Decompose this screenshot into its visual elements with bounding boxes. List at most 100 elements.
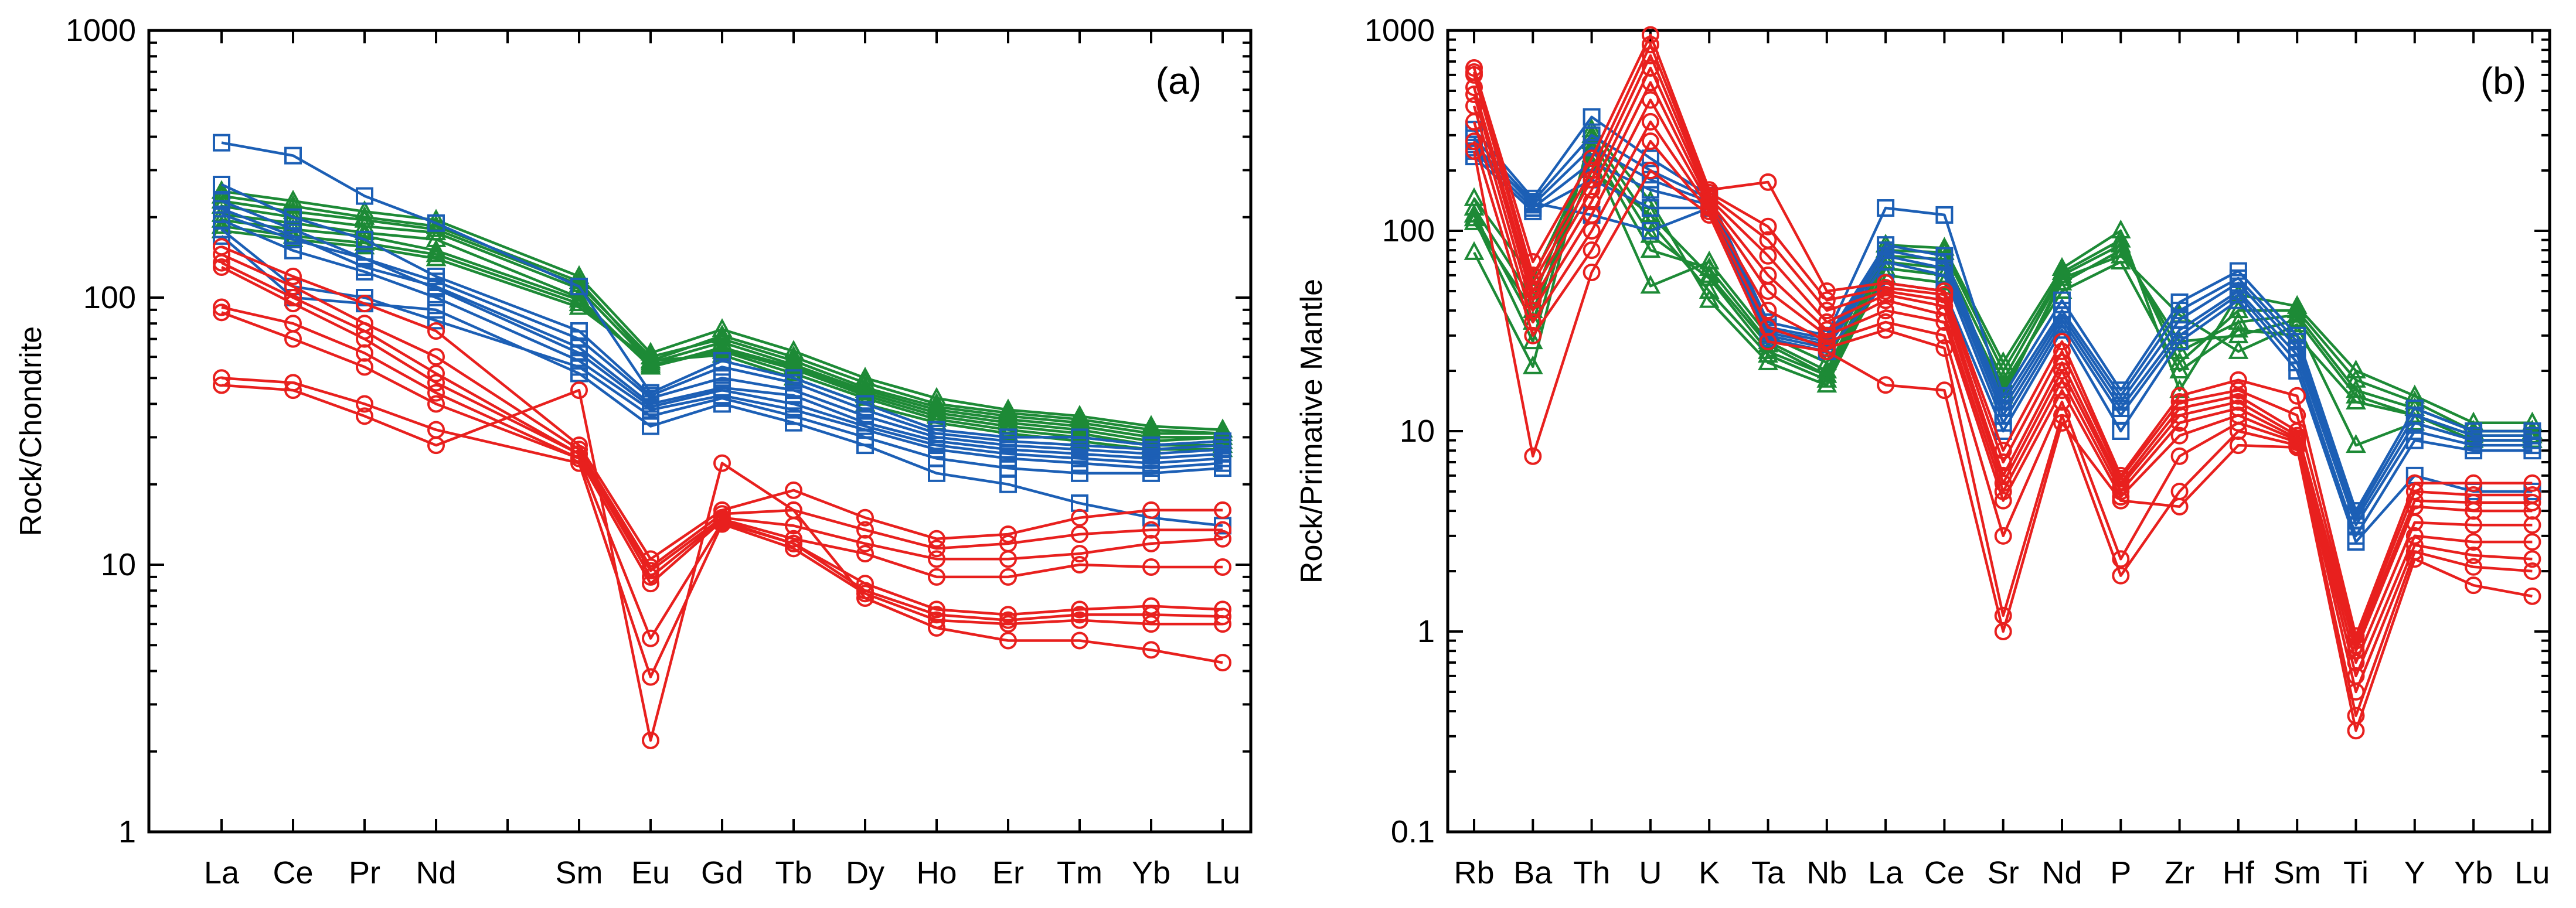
data-point-circle [570, 454, 588, 472]
data-point-circle [2053, 371, 2071, 389]
panel-a-ree-chondrite: (a) Rock/Chondrite 1 10 100 1000 La Ce Pr Nd Sm… [14, 13, 1253, 890]
data-point-triangle [1699, 289, 1720, 308]
data-point-circle [1641, 36, 1659, 54]
data-point-square [1877, 199, 1895, 217]
panel-a-label: (a) [1156, 60, 1202, 102]
data-point-circle [2170, 414, 2189, 432]
data-point-circle [213, 298, 230, 316]
data-point-circle [1583, 222, 1601, 240]
data-point-circle [284, 381, 302, 400]
data-point-triangle [1640, 238, 1661, 258]
x-tick-label: Nb [1806, 855, 1847, 890]
data-point-square [1641, 181, 1659, 199]
data-point-square [642, 417, 659, 435]
x-tick-label: Yb [2454, 855, 2493, 890]
data-point-circle [427, 322, 445, 340]
data-point-triangle [426, 247, 447, 267]
data-point-circle [1071, 600, 1088, 619]
x-tick-label: Ce [273, 855, 313, 890]
data-point-circle [2053, 393, 2071, 411]
data-point-square [856, 436, 874, 455]
data-point-circle [928, 568, 945, 586]
x-tick-label: Th [1573, 855, 1610, 890]
data-point-circle [1465, 86, 1483, 104]
data-point-circle [999, 550, 1017, 568]
data-point-square [427, 214, 445, 232]
data-point-circle [570, 381, 588, 400]
data-point-triangle [783, 362, 804, 381]
series-group-blue [213, 134, 1231, 535]
panel-b-y-axis-label: Rock/Primative Mantle [1295, 279, 1329, 583]
data-point-circle [1583, 241, 1601, 260]
data-point-circle [1465, 132, 1483, 151]
data-point-circle [1935, 381, 1954, 400]
data-point-square [356, 187, 373, 205]
series-line-green [221, 199, 1223, 435]
data-point-triangle [1069, 429, 1090, 449]
data-point-triangle [1212, 426, 1233, 445]
data-point-circle [2465, 576, 2483, 595]
data-point-square [2170, 333, 2189, 351]
data-point-circle [1583, 181, 1601, 199]
data-point-circle [284, 330, 302, 348]
data-point-circle [1071, 545, 1088, 563]
data-point-circle [999, 631, 1017, 650]
data-point-square [1641, 199, 1659, 217]
data-point-square [785, 414, 802, 432]
data-point-triangle [569, 292, 590, 312]
data-point-triangle [1464, 211, 1485, 230]
data-point-circle [928, 550, 945, 568]
data-point-circle [427, 436, 445, 455]
data-point-circle [1818, 342, 1836, 360]
series-line-blue [221, 183, 1223, 451]
data-point-circle [427, 348, 445, 366]
data-point-square [356, 230, 373, 248]
data-point-triangle [1758, 351, 1778, 370]
data-point-circle [1142, 534, 1160, 552]
x-tick-label: Sm [2274, 855, 2321, 890]
data-point-circle [2405, 550, 2424, 568]
data-point-circle [2405, 513, 2424, 531]
data-point-circle [427, 364, 445, 383]
data-point-circle [1465, 112, 1483, 131]
data-point-circle [1759, 173, 1777, 191]
data-point-triangle [1699, 264, 1720, 283]
data-point-circle [642, 668, 659, 686]
series-line-green [221, 229, 1223, 451]
data-point-square [1142, 464, 1160, 482]
x-tick-label: Tm [1057, 855, 1102, 890]
data-point-square [2405, 431, 2424, 449]
data-point-circle [1700, 206, 1719, 224]
data-point-circle [785, 501, 802, 519]
x-tick-label: Yb [1132, 855, 1170, 890]
y-tick-label: 10 [101, 547, 136, 582]
data-point-circle [2523, 474, 2541, 492]
data-point-circle [1818, 302, 1836, 320]
data-point-circle [2053, 342, 2071, 360]
data-point-circle [356, 295, 373, 313]
data-point-circle [284, 278, 302, 296]
x-tick-label: U [1639, 855, 1662, 890]
data-point-circle [2465, 546, 2483, 564]
data-point-circle [427, 374, 445, 392]
data-point-circle [642, 629, 659, 647]
series-line-blue [1473, 115, 2533, 513]
data-point-circle [2053, 362, 2071, 380]
data-point-circle [999, 525, 1017, 544]
data-point-circle [999, 606, 1017, 624]
data-point-square [2405, 422, 2424, 440]
data-point-square [2465, 442, 2483, 460]
data-point-square [427, 301, 445, 319]
data-point-square [1641, 222, 1659, 240]
data-point-square [1641, 149, 1659, 168]
series-line-green [221, 190, 1223, 431]
data-point-circle [1465, 142, 1483, 160]
data-point-circle [999, 615, 1017, 633]
data-point-square [2053, 321, 2071, 339]
data-point-circle [1877, 321, 1895, 339]
data-point-triangle [354, 235, 375, 255]
data-point-triangle [211, 185, 232, 204]
series-line-red [221, 311, 1223, 640]
data-point-circle [1214, 530, 1231, 548]
panel-b-x-ticks: Rb Ba Th U K Ta Nb La Ce Sr Nd P Zr Hf Sm Ti Y Yb Lu [1454, 30, 2550, 890]
